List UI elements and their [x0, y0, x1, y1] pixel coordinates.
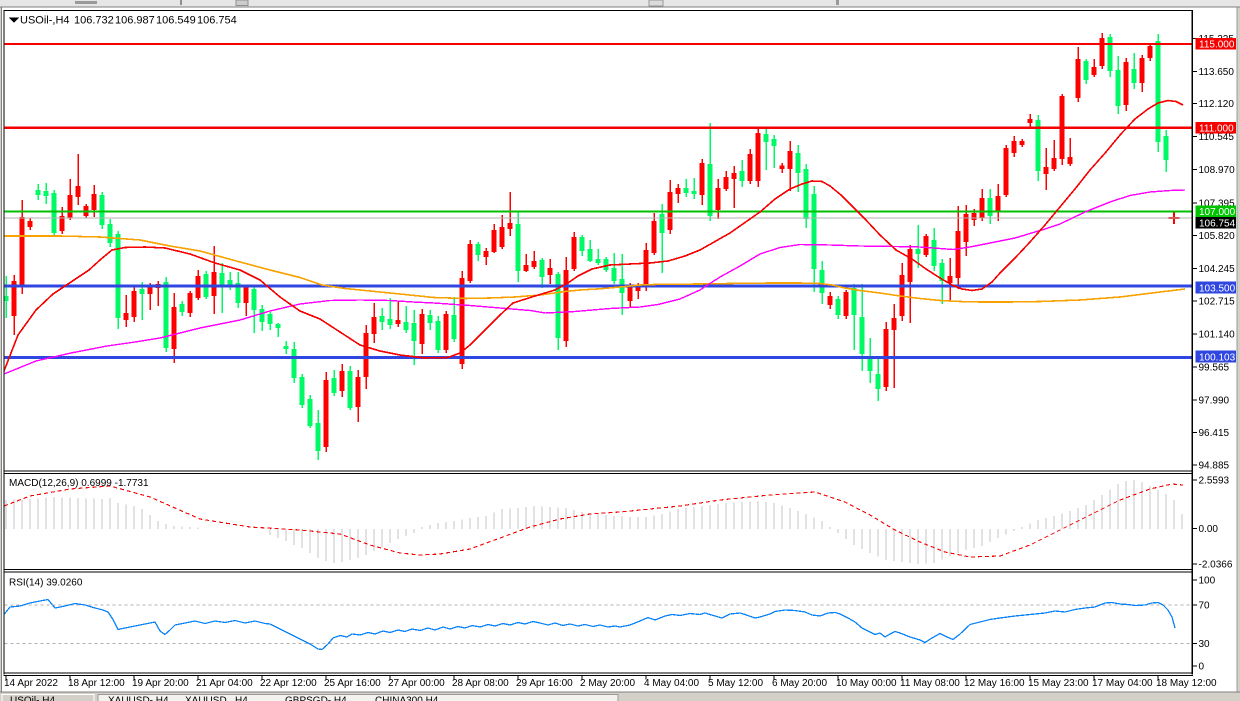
svg-text:21 Apr 04:00: 21 Apr 04:00: [196, 678, 253, 689]
svg-text:XAUUSD..,H4: XAUUSD..,H4: [185, 696, 248, 701]
svg-text:30: 30: [1199, 639, 1211, 650]
svg-text:97.990: 97.990: [1199, 396, 1230, 407]
svg-text:96.415: 96.415: [1199, 428, 1230, 439]
svg-text:100: 100: [1199, 576, 1216, 587]
svg-text:18 Apr 12:00: 18 Apr 12:00: [68, 678, 125, 689]
svg-text:25 Apr 16:00: 25 Apr 16:00: [324, 678, 381, 689]
svg-text:110.545: 110.545: [1199, 132, 1235, 143]
svg-text:70: 70: [1199, 601, 1211, 612]
svg-text:0.00: 0.00: [1199, 524, 1219, 535]
svg-text:12 May 16:00: 12 May 16:00: [964, 678, 1025, 689]
svg-text:0: 0: [1199, 662, 1205, 673]
svg-text:29 Apr 16:00: 29 Apr 16:00: [516, 678, 573, 689]
svg-text:RSI(14) 39.0260: RSI(14) 39.0260: [9, 578, 83, 589]
svg-text:USOil-,H4: USOil-,H4: [20, 15, 70, 27]
svg-text:99.565: 99.565: [1199, 363, 1230, 374]
svg-text:MACD(12,26,9) 0.6999 -1.7731: MACD(12,26,9) 0.6999 -1.7731: [9, 478, 149, 489]
svg-text:106.987: 106.987: [115, 15, 155, 27]
svg-text:2.5593: 2.5593: [1199, 476, 1230, 487]
svg-text:CHINA300,H4: CHINA300,H4: [375, 696, 439, 701]
svg-text:-2.0366: -2.0366: [1199, 560, 1233, 571]
svg-text:18 May 12:00: 18 May 12:00: [1156, 678, 1217, 689]
svg-text:USOil-,H4: USOil-,H4: [10, 696, 55, 701]
svg-text:4 May 04:00: 4 May 04:00: [644, 678, 699, 689]
svg-text:27 Apr 00:00: 27 Apr 00:00: [388, 678, 445, 689]
svg-text:15 May 23:00: 15 May 23:00: [1028, 678, 1089, 689]
svg-text:111.000: 111.000: [1199, 124, 1234, 135]
svg-text:107.000: 107.000: [1199, 207, 1236, 218]
svg-text:5 May 12:00: 5 May 12:00: [708, 678, 763, 689]
svg-text:2 May 20:00: 2 May 20:00: [580, 678, 635, 689]
svg-text:107.395: 107.395: [1199, 199, 1236, 210]
svg-text:100.103: 100.103: [1199, 352, 1236, 363]
svg-text:GBPSGD-,H4: GBPSGD-,H4: [285, 696, 347, 701]
svg-text:105.820: 105.820: [1199, 231, 1236, 242]
svg-text:17 May 04:00: 17 May 04:00: [1092, 678, 1153, 689]
svg-text:115.000: 115.000: [1199, 40, 1235, 51]
svg-text:28 Apr 08:00: 28 Apr 08:00: [452, 678, 509, 689]
svg-text:101.140: 101.140: [1199, 330, 1236, 341]
svg-text:14 Apr 2022: 14 Apr 2022: [4, 678, 58, 689]
svg-text:19 Apr 20:00: 19 Apr 20:00: [132, 678, 189, 689]
svg-text:106.754: 106.754: [1199, 218, 1236, 229]
svg-text:XAUUSD-,H4: XAUUSD-,H4: [108, 696, 169, 701]
svg-text:6 May 20:00: 6 May 20:00: [772, 678, 827, 689]
svg-text:11 May 08:00: 11 May 08:00: [900, 678, 960, 689]
svg-text:106.754: 106.754: [197, 15, 237, 27]
svg-text:22 Apr 12:00: 22 Apr 12:00: [260, 678, 317, 689]
svg-text:94.885: 94.885: [1199, 461, 1230, 472]
svg-text:112.120: 112.120: [1199, 99, 1235, 110]
svg-text:106.549: 106.549: [156, 15, 196, 27]
svg-text:10 May 00:00: 10 May 00:00: [836, 678, 897, 689]
svg-text:103.500: 103.500: [1199, 283, 1236, 294]
svg-text:108.970: 108.970: [1199, 165, 1236, 176]
svg-text:104.245: 104.245: [1199, 264, 1236, 275]
svg-text:102.715: 102.715: [1199, 297, 1236, 308]
svg-text:113.650: 113.650: [1199, 67, 1235, 78]
svg-text:106.732: 106.732: [74, 15, 114, 27]
